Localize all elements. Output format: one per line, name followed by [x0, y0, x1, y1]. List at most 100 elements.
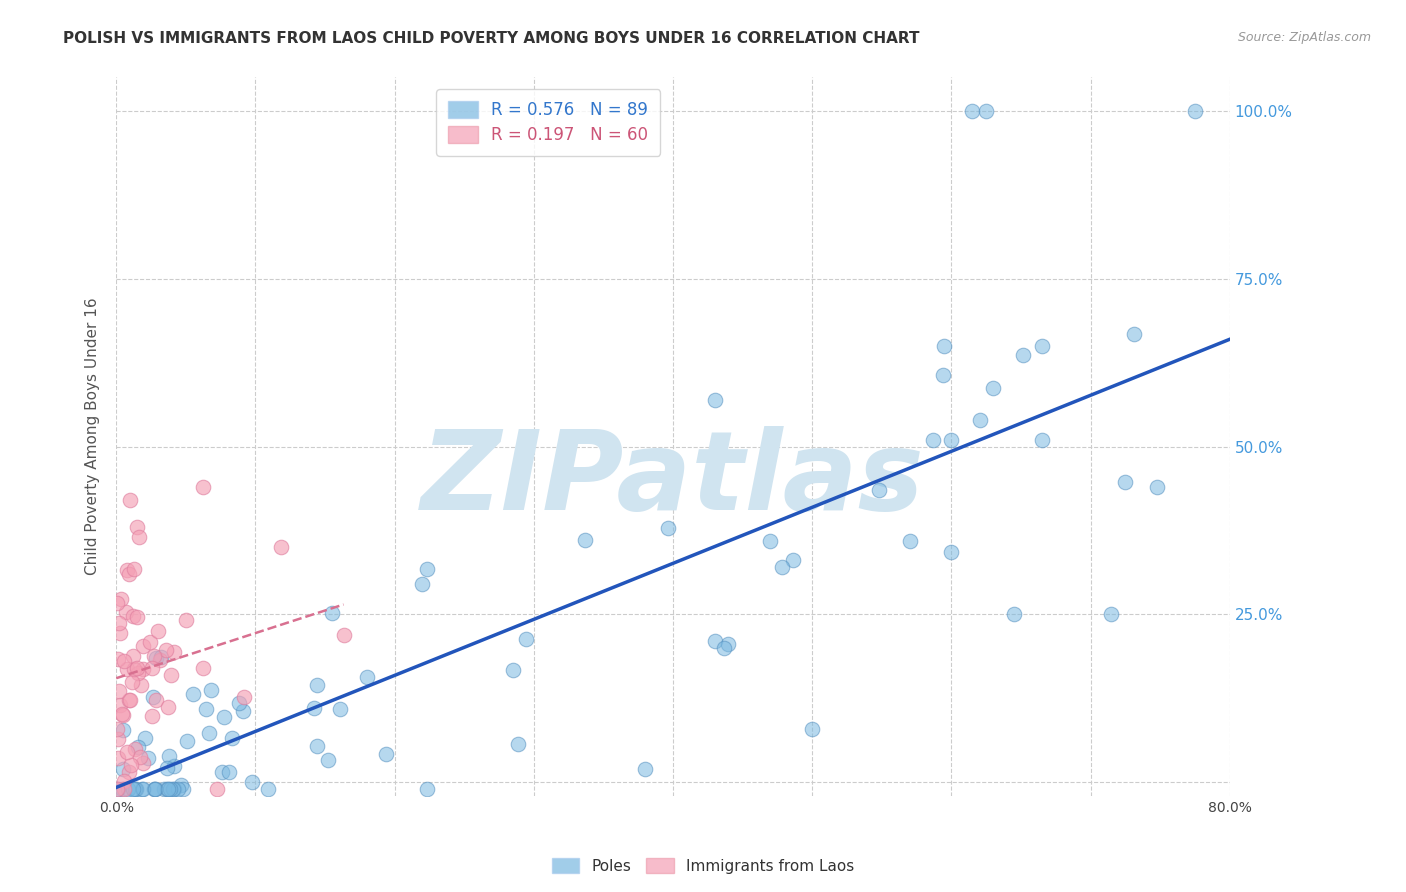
Point: [111, 708, 134, 723]
Point: [939, 544, 962, 558]
Point: [240, 775, 263, 789]
Point: [124, 741, 146, 756]
Point: [105, 722, 128, 736]
Point: [212, 710, 235, 724]
Point: [131, 662, 153, 676]
Point: [120, 493, 142, 508]
Point: [974, 103, 997, 118]
Point: [146, 624, 169, 638]
Point: [115, 745, 138, 759]
Point: [868, 483, 890, 497]
Point: [321, 606, 343, 620]
Point: [170, 778, 193, 792]
Point: [117, 693, 139, 707]
Point: [502, 663, 524, 677]
Point: [634, 762, 657, 776]
Text: POLISH VS IMMIGRANTS FROM LAOS CHILD POVERTY AMONG BOYS UNDER 16 CORRELATION CHA: POLISH VS IMMIGRANTS FROM LAOS CHILD POV…: [63, 31, 920, 46]
Point: [136, 750, 159, 764]
Point: [122, 662, 145, 676]
Y-axis label: Child Poverty Among Boys Under 16: Child Poverty Among Boys Under 16: [86, 298, 100, 575]
Point: [176, 734, 198, 748]
Point: [356, 670, 378, 684]
Point: [574, 533, 596, 547]
Point: [124, 562, 146, 576]
Point: [143, 782, 166, 797]
Point: [107, 782, 129, 797]
Point: [416, 782, 439, 797]
Point: [181, 687, 204, 701]
Point: [115, 662, 138, 676]
Point: [107, 652, 129, 666]
Point: [112, 654, 135, 668]
Point: [934, 339, 956, 353]
Point: [932, 368, 955, 382]
Point: [713, 640, 735, 655]
Point: [1146, 480, 1168, 494]
Legend: R = 0.576   N = 89, R = 0.197   N = 60: R = 0.576 N = 89, R = 0.197 N = 60: [436, 89, 659, 156]
Point: [969, 413, 991, 427]
Point: [105, 596, 128, 610]
Point: [375, 747, 398, 761]
Point: [200, 682, 222, 697]
Point: [167, 782, 190, 797]
Point: [120, 758, 142, 772]
Point: [228, 696, 250, 710]
Point: [118, 567, 141, 582]
Point: [117, 563, 139, 577]
Point: [145, 650, 167, 665]
Point: [162, 782, 184, 797]
Point: [211, 765, 233, 780]
Point: [156, 700, 179, 714]
Point: [129, 749, 152, 764]
Point: [221, 731, 243, 745]
Point: [194, 702, 217, 716]
Point: [141, 660, 163, 674]
Point: [1099, 607, 1122, 622]
Point: [111, 763, 134, 777]
Point: [114, 773, 136, 788]
Point: [111, 782, 134, 797]
Point: [143, 782, 166, 797]
Point: [1031, 433, 1053, 447]
Point: [108, 616, 131, 631]
Point: [122, 782, 145, 797]
Point: [160, 668, 183, 682]
Point: [657, 521, 679, 535]
Point: [172, 782, 194, 797]
Point: [149, 653, 172, 667]
Point: [143, 782, 166, 797]
Legend: Poles, Immigrants from Laos: Poles, Immigrants from Laos: [546, 852, 860, 880]
Point: [981, 381, 1004, 395]
Point: [129, 678, 152, 692]
Point: [125, 661, 148, 675]
Point: [121, 608, 143, 623]
Point: [156, 782, 179, 797]
Point: [118, 764, 141, 779]
Point: [132, 639, 155, 653]
Point: [107, 750, 129, 764]
Point: [1031, 339, 1053, 353]
Point: [127, 739, 149, 754]
Point: [302, 700, 325, 714]
Point: [1122, 326, 1144, 341]
Point: [127, 665, 149, 680]
Point: [960, 103, 983, 118]
Point: [155, 782, 177, 797]
Point: [232, 705, 254, 719]
Point: [205, 782, 228, 797]
Point: [218, 764, 240, 779]
Point: [125, 782, 148, 797]
Point: [941, 433, 963, 447]
Point: [703, 634, 725, 648]
Text: ZIPatlas: ZIPatlas: [422, 426, 925, 533]
Point: [416, 562, 439, 576]
Point: [1002, 607, 1025, 622]
Point: [159, 782, 181, 797]
Point: [124, 782, 146, 797]
Point: [115, 606, 138, 620]
Point: [132, 782, 155, 797]
Point: [110, 706, 132, 721]
Point: [305, 677, 328, 691]
Point: [142, 690, 165, 704]
Point: [508, 737, 530, 751]
